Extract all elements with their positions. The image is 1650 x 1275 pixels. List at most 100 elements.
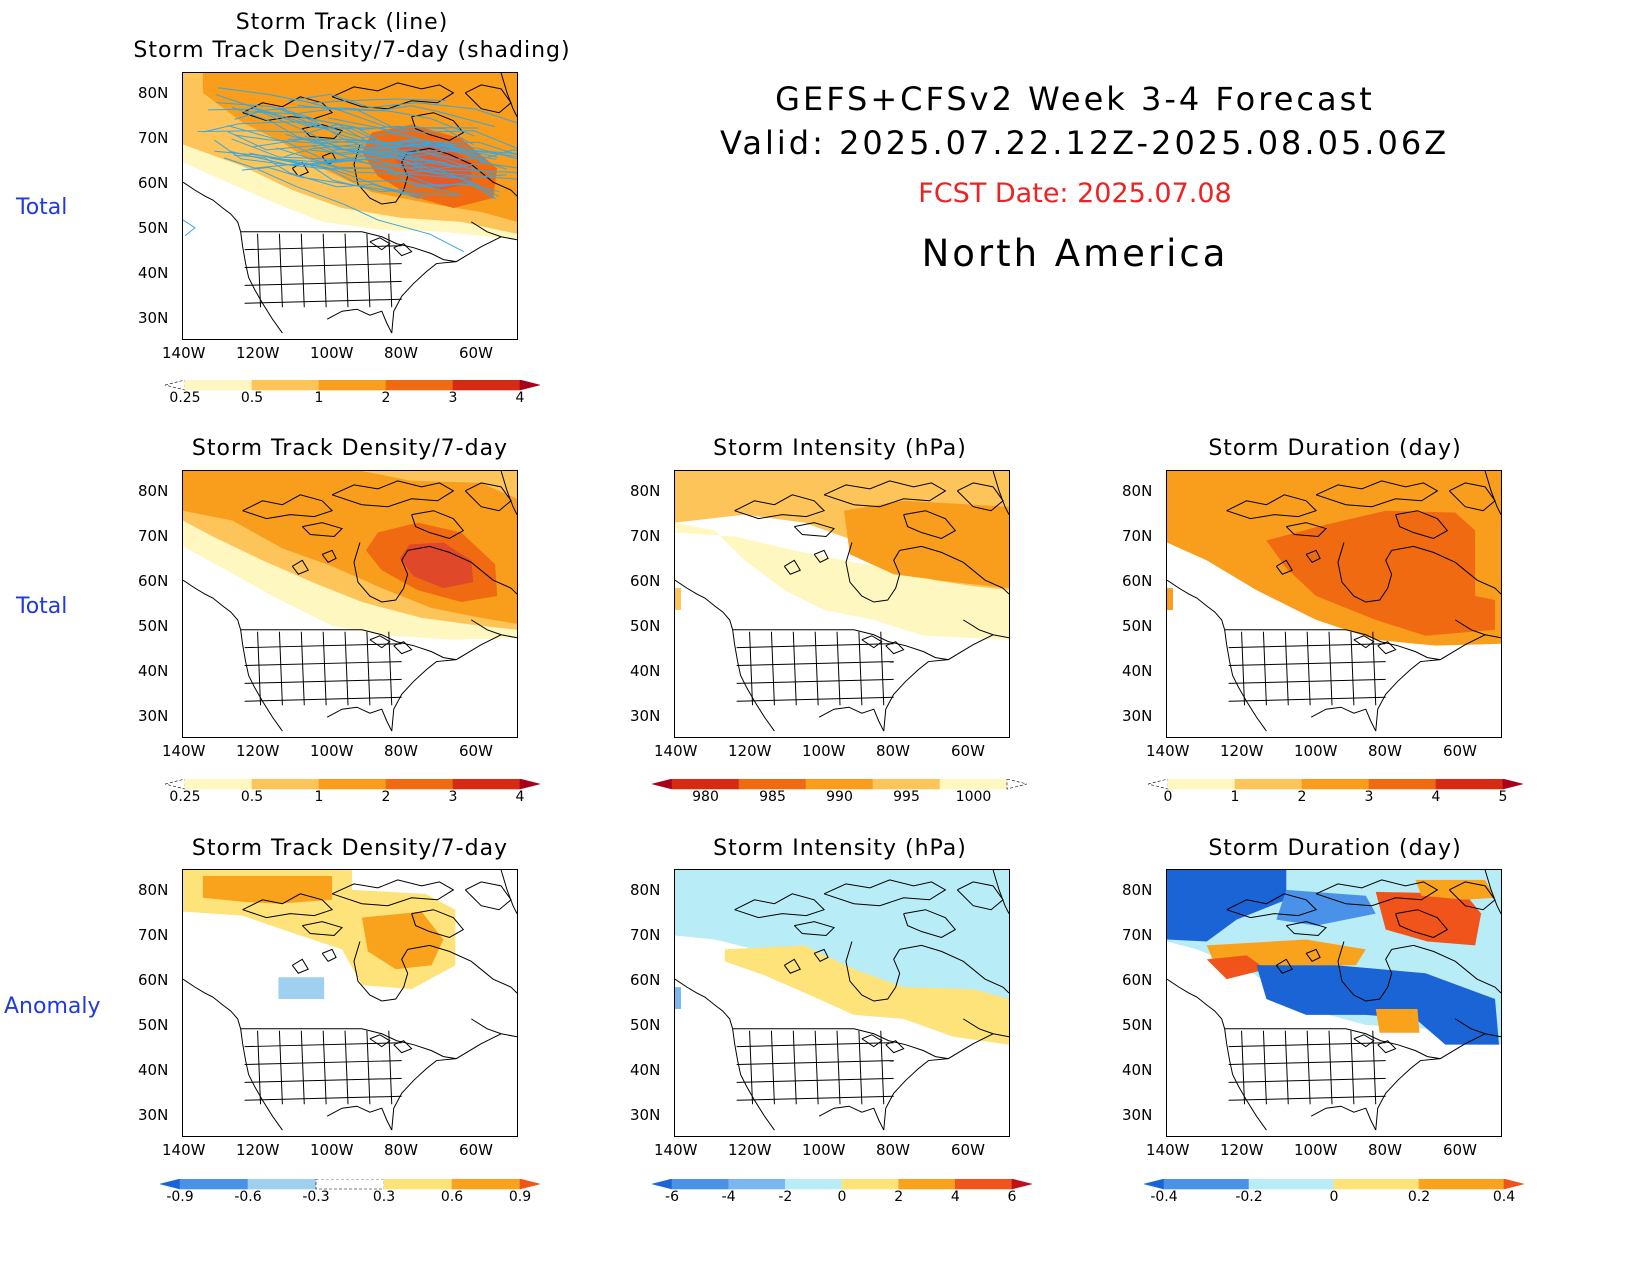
lat-tick-label: 80N xyxy=(138,482,169,500)
colorbar-label: 1000 xyxy=(955,789,992,805)
colorbar-intensity-total: 980 985 990 995 1000 xyxy=(652,779,1027,809)
colorbar-label: 0 xyxy=(1163,789,1173,805)
colorbar-swatch xyxy=(1248,1179,1335,1190)
map-density-total xyxy=(182,470,518,738)
lon-tick-label: 80W xyxy=(876,742,910,760)
colorbar-label: 0.6 xyxy=(440,1189,464,1205)
lat-tick-label: 60N xyxy=(138,572,169,590)
lon-tick-label: 120W xyxy=(1220,742,1264,760)
row-label-total-2: Total xyxy=(16,594,68,619)
lon-tick-label: 80W xyxy=(384,742,418,760)
colorbar-swatch xyxy=(165,380,186,391)
colorbar-swatch xyxy=(1148,779,1169,790)
colorbar-label: 0 xyxy=(837,1189,847,1205)
shading-region xyxy=(361,911,444,970)
colorbar-swatch xyxy=(318,380,387,391)
colorbar-swatch xyxy=(452,779,521,790)
colorbar-label: 6 xyxy=(1007,1189,1017,1205)
lat-tick-label: 60N xyxy=(1122,572,1153,590)
colorbar-label: 0.25 xyxy=(169,390,201,406)
panel-title-track-line: Storm Track (line) xyxy=(235,10,449,35)
colorbar-label: 985 xyxy=(759,789,786,805)
colorbar-label: 1 xyxy=(1230,789,1240,805)
lon-tick-label: 100W xyxy=(802,1141,846,1159)
colorbar-label: 3 xyxy=(1364,789,1374,805)
lat-tick-label: 50N xyxy=(138,1016,169,1034)
lat-tick-label: 80N xyxy=(630,482,661,500)
lon-tick-label: 140W xyxy=(1146,1141,1190,1159)
colorbar-label: 0.25 xyxy=(169,789,201,805)
colorbar-swatch xyxy=(452,380,521,391)
colorbar-label: -0.9 xyxy=(166,1189,194,1205)
map-density-anomaly xyxy=(182,869,518,1137)
coastline-borders xyxy=(183,870,517,1131)
lat-tick-label: 40N xyxy=(1122,1061,1153,1079)
shading-region xyxy=(202,875,333,904)
lon-tick-label: 140W xyxy=(162,344,206,362)
map-intensity-total xyxy=(674,470,1010,738)
colorbar-label: 995 xyxy=(893,789,920,805)
shading-region xyxy=(675,588,681,610)
colorbar-label: 3 xyxy=(448,789,458,805)
colorbar-intensity-anomaly: -6 -4 -2 0 2 4 6 xyxy=(652,1179,1032,1209)
lat-tick-label: 40N xyxy=(138,662,169,680)
colorbar-swatch xyxy=(1502,779,1523,790)
colorbar-swatch xyxy=(785,1179,843,1190)
shading-region xyxy=(1256,965,1500,1045)
lon-tick-label: 60W xyxy=(459,742,493,760)
lon-tick-label: 120W xyxy=(1220,1141,1264,1159)
lat-tick-label: 50N xyxy=(138,617,169,635)
colorbar-label: -0.4 xyxy=(1150,1189,1178,1205)
lat-tick-label: 30N xyxy=(138,707,169,725)
colorbar-swatch xyxy=(1163,1179,1250,1190)
colorbar-label: -6 xyxy=(665,1189,679,1205)
lat-tick-label: 60N xyxy=(138,174,169,192)
colorbar-swatch xyxy=(251,380,320,391)
colorbar-swatch xyxy=(955,1179,1013,1190)
lon-tick-label: 60W xyxy=(459,1141,493,1159)
lat-tick-label: 80N xyxy=(1122,482,1153,500)
shading-region xyxy=(675,987,681,1009)
row-label-anomaly: Anomaly xyxy=(4,994,101,1019)
lat-tick-label: 40N xyxy=(138,1061,169,1079)
lat-tick-label: 30N xyxy=(630,1106,661,1124)
colorbar-swatch xyxy=(939,779,1008,790)
panel-title-intensity-anomaly: Storm Intensity (hPa) xyxy=(713,836,967,861)
lon-tick-label: 140W xyxy=(1146,742,1190,760)
lon-tick-label: 140W xyxy=(654,742,698,760)
shading-region xyxy=(1415,879,1496,900)
colorbar-swatch xyxy=(184,380,253,391)
colorbar-density-total: 0.25 0.5 1 2 3 4 xyxy=(165,779,540,809)
valid-period: Valid: 2025.07.22.12Z-2025.08.05.06Z xyxy=(720,124,1450,162)
colorbar-swatch xyxy=(1333,1179,1420,1190)
shading-region xyxy=(278,977,325,1000)
colorbar-swatch xyxy=(318,779,387,790)
lat-tick-label: 50N xyxy=(138,219,169,237)
lon-tick-label: 60W xyxy=(951,1141,985,1159)
lon-tick-label: 100W xyxy=(1294,1141,1338,1159)
colorbar-swatch xyxy=(872,779,941,790)
lat-tick-label: 40N xyxy=(630,662,661,680)
lon-tick-label: 80W xyxy=(1368,1141,1402,1159)
lat-tick-label: 70N xyxy=(1122,527,1153,545)
colorbar-label: -0.3 xyxy=(302,1189,330,1205)
colorbar-swatch xyxy=(652,779,673,790)
colorbar-label: -4 xyxy=(721,1189,736,1205)
colorbar-label: 2 xyxy=(894,1189,904,1205)
colorbar-swatch xyxy=(841,1179,899,1190)
colorbar-swatch xyxy=(1167,779,1236,790)
lon-tick-label: 60W xyxy=(1443,1141,1477,1159)
coastline-borders xyxy=(183,471,517,732)
colorbar-label: 4 xyxy=(515,789,525,805)
colorbar-label: 980 xyxy=(692,789,719,805)
lat-tick-label: 40N xyxy=(138,264,169,282)
colorbar-swatch xyxy=(179,1179,249,1190)
lon-tick-label: 120W xyxy=(236,742,280,760)
colorbar-label: 0.4 xyxy=(1492,1189,1516,1205)
lat-tick-label: 30N xyxy=(1122,707,1153,725)
lat-tick-label: 50N xyxy=(1122,617,1153,635)
lon-tick-label: 100W xyxy=(310,742,354,760)
lon-tick-label: 60W xyxy=(951,742,985,760)
colorbar-density-total-top: 0.25 0.5 1 2 3 4 xyxy=(165,380,540,410)
lon-tick-label: 140W xyxy=(162,742,206,760)
